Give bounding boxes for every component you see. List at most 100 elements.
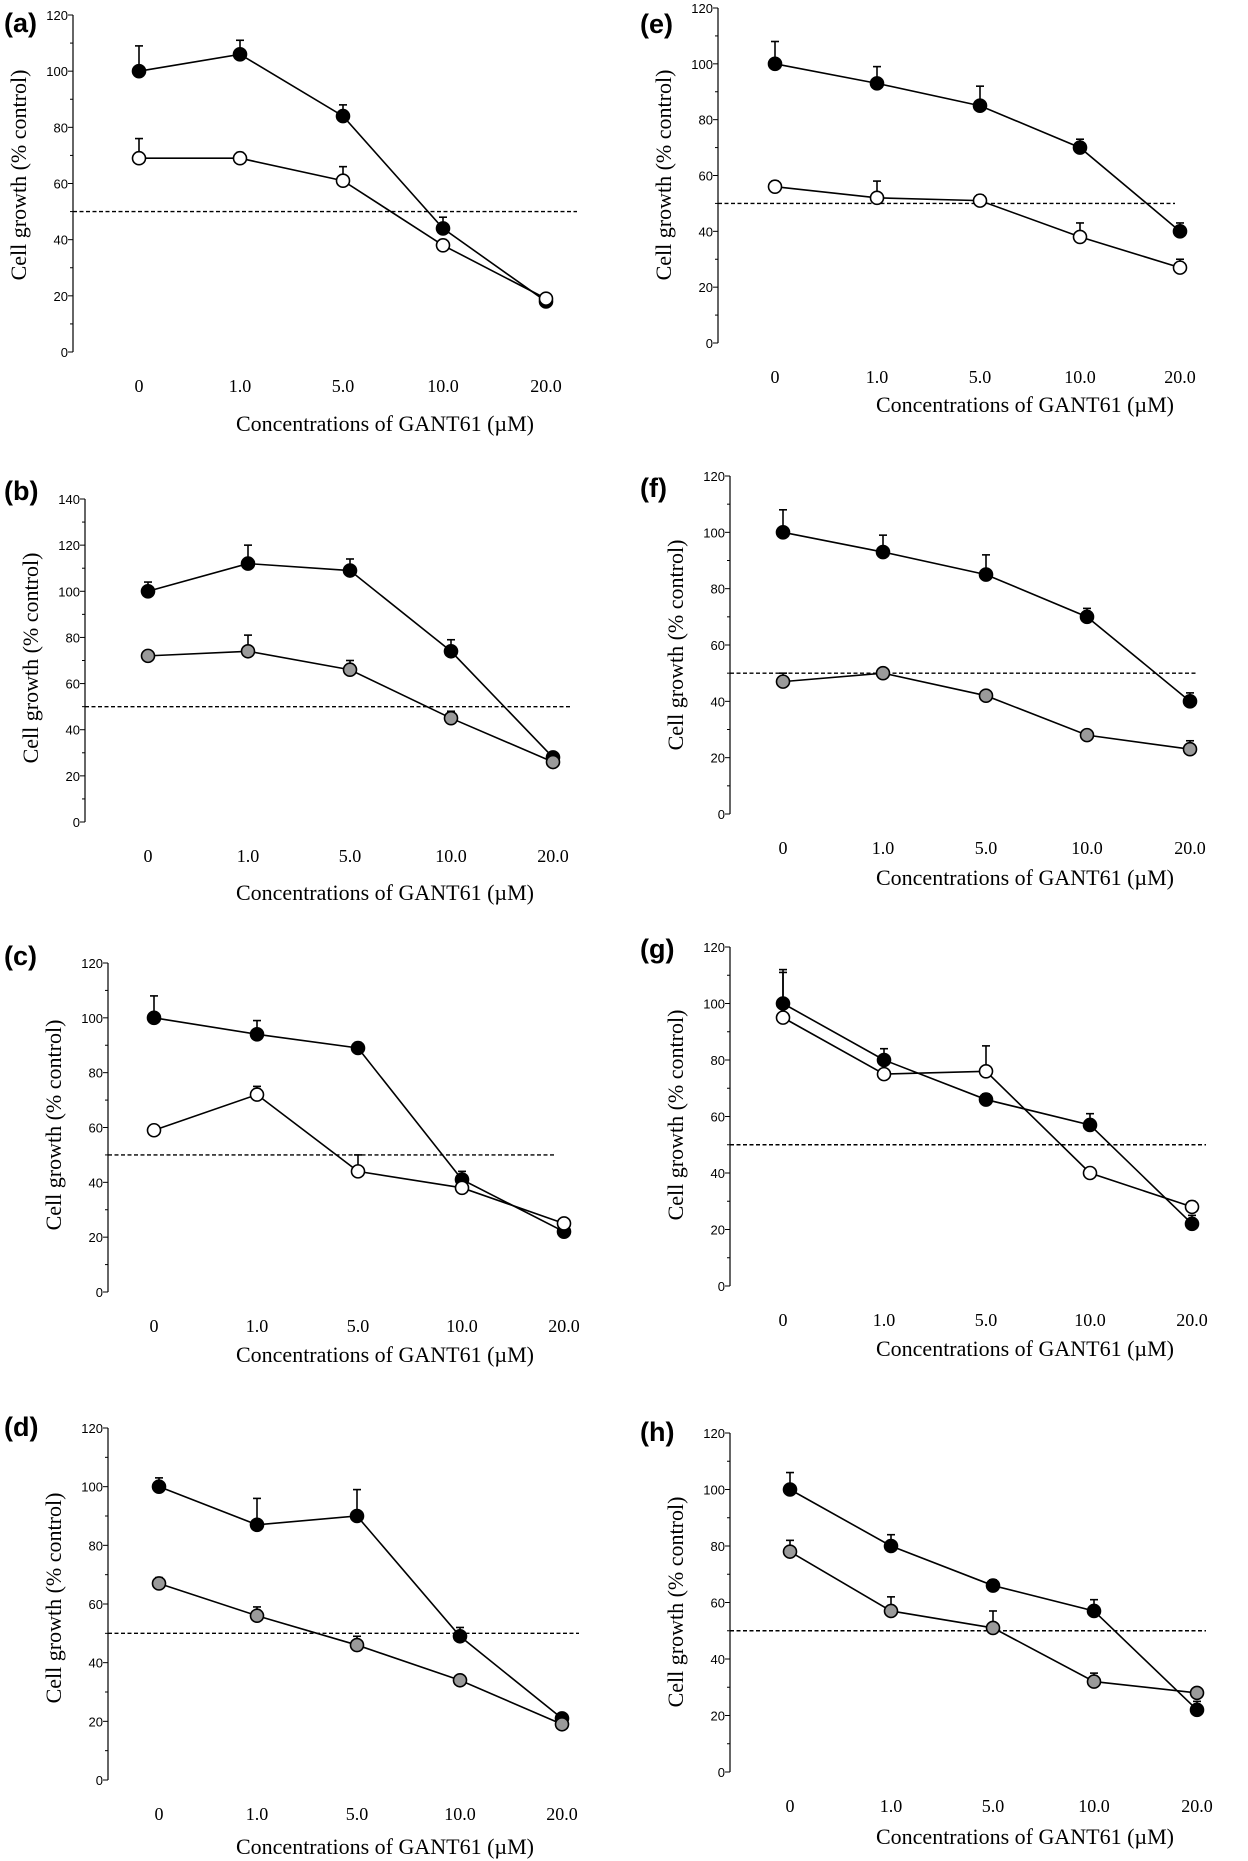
y-tick-label: 140 bbox=[58, 492, 80, 507]
x-tick-label: 5.0 bbox=[969, 367, 992, 387]
chart-panel-h: (h) 0 20 40 60 80 100 120 Cell growth (% control… bbox=[640, 1417, 1213, 1849]
panel-letter: (e) bbox=[640, 9, 673, 39]
series-filled-black bbox=[151, 1477, 570, 1726]
data-point bbox=[249, 1517, 265, 1533]
y-tick-label: 80 bbox=[711, 582, 725, 597]
chart-panel-c: (c) 0 20 40 60 80 100 120 Cell growth (% control… bbox=[4, 941, 580, 1367]
y-tick-label: 120 bbox=[691, 1, 713, 16]
x-axis-title: Concentrations of GANT61 (µM) bbox=[876, 1336, 1174, 1361]
x-tick-label: 5.0 bbox=[332, 376, 355, 396]
y-tick-label: 80 bbox=[89, 1066, 103, 1081]
data-point bbox=[342, 563, 358, 578]
data-point bbox=[452, 1628, 468, 1644]
series-line bbox=[153, 1093, 565, 1225]
y-tick-label: 0 bbox=[718, 1765, 725, 1780]
x-tick-label: 1.0 bbox=[246, 1316, 269, 1336]
data-point bbox=[249, 1026, 265, 1042]
x-tick-label: 20.0 bbox=[1174, 838, 1206, 858]
panel-letter: (d) bbox=[4, 1412, 38, 1442]
data-point bbox=[876, 1066, 892, 1082]
x-tick-label: 0 bbox=[771, 367, 780, 387]
series-open-white bbox=[146, 1085, 572, 1231]
chart-panel-b: (b) 0 20 40 60 80 100 120 140 Cell growth (% cont… bbox=[4, 476, 570, 905]
y-tick-label: 80 bbox=[89, 1538, 103, 1553]
x-tick-label: 20.0 bbox=[548, 1316, 580, 1336]
series-line bbox=[158, 1582, 563, 1726]
data-point bbox=[875, 665, 891, 681]
x-tick-label: 10.0 bbox=[1071, 838, 1103, 858]
data-point bbox=[443, 710, 459, 726]
data-point bbox=[767, 56, 783, 72]
data-point bbox=[972, 98, 988, 114]
data-point bbox=[972, 193, 988, 208]
x-tick-label: 5.0 bbox=[975, 838, 998, 858]
data-point bbox=[978, 567, 994, 582]
data-point bbox=[146, 1122, 162, 1138]
y-tick-label: 80 bbox=[54, 120, 68, 135]
y-tick-label: 60 bbox=[89, 1597, 103, 1612]
data-point bbox=[349, 1508, 365, 1524]
y-tick-label: 100 bbox=[703, 1483, 725, 1498]
x-tick-label: 5.0 bbox=[982, 1796, 1005, 1816]
x-tick-label: 1.0 bbox=[880, 1796, 903, 1816]
x-tick-label: 5.0 bbox=[339, 846, 362, 866]
data-point bbox=[1184, 1199, 1200, 1215]
series-filled-black bbox=[775, 968, 1200, 1232]
data-point bbox=[1082, 1117, 1098, 1133]
data-point bbox=[232, 150, 248, 166]
y-tick-label: 120 bbox=[58, 538, 80, 553]
data-point bbox=[335, 108, 351, 124]
series-filled-gray bbox=[151, 1576, 570, 1732]
series-open-white bbox=[131, 137, 554, 306]
y-axis-title: Cell growth (% control) bbox=[651, 70, 676, 281]
data-point bbox=[1079, 727, 1095, 743]
data-point bbox=[335, 173, 351, 188]
y-tick-label: 0 bbox=[61, 345, 68, 360]
data-point bbox=[1182, 694, 1198, 709]
y-tick-label: 100 bbox=[81, 1011, 103, 1026]
y-axis-title: Cell growth (% control) bbox=[41, 1020, 66, 1231]
y-tick-label: 120 bbox=[703, 469, 725, 484]
y-axis-title: Cell growth (% control) bbox=[6, 70, 31, 281]
y-tick-label: 40 bbox=[89, 1175, 103, 1190]
data-point bbox=[1189, 1702, 1205, 1718]
x-tick-label: 20.0 bbox=[1181, 1796, 1213, 1816]
data-point bbox=[443, 643, 459, 659]
y-tick-label: 120 bbox=[81, 1421, 103, 1436]
y-tick-label: 80 bbox=[711, 1053, 725, 1068]
data-point bbox=[140, 648, 156, 664]
data-point bbox=[350, 1164, 366, 1179]
x-axis-title: Concentrations of GANT61 (µM) bbox=[236, 1834, 534, 1859]
panel-letter: (b) bbox=[4, 476, 38, 506]
data-point bbox=[151, 1576, 167, 1591]
y-tick-label: 40 bbox=[711, 694, 725, 709]
y-tick-label: 100 bbox=[58, 584, 80, 599]
y-tick-label: 0 bbox=[718, 1279, 725, 1294]
y-tick-label: 120 bbox=[703, 940, 725, 955]
x-axis-title: Concentrations of GANT61 (µM) bbox=[236, 411, 534, 436]
x-tick-label: 20.0 bbox=[530, 376, 562, 396]
x-axis-title: Concentrations of GANT61 (µM) bbox=[876, 865, 1174, 890]
y-tick-label: 120 bbox=[703, 1426, 725, 1441]
data-point bbox=[883, 1538, 899, 1554]
x-tick-label: 1.0 bbox=[872, 838, 895, 858]
x-tick-label: 20.0 bbox=[1164, 367, 1196, 387]
data-point bbox=[875, 544, 891, 560]
x-tick-label: 0 bbox=[150, 1316, 159, 1336]
data-point bbox=[1086, 1603, 1102, 1619]
data-point bbox=[131, 150, 147, 166]
panel-letter: (c) bbox=[4, 941, 37, 971]
y-tick-label: 100 bbox=[691, 57, 713, 72]
y-tick-label: 20 bbox=[711, 1223, 725, 1238]
data-point bbox=[249, 1608, 265, 1624]
data-point bbox=[1086, 1674, 1102, 1689]
y-axis-title: Cell growth (% control) bbox=[18, 553, 43, 764]
x-tick-label: 1.0 bbox=[866, 367, 889, 387]
y-tick-label: 0 bbox=[718, 807, 725, 822]
data-point bbox=[342, 662, 358, 678]
data-point bbox=[1172, 260, 1188, 275]
y-tick-label: 120 bbox=[81, 956, 103, 971]
y-axis-title: Cell growth (% control) bbox=[663, 540, 688, 751]
y-tick-label: 80 bbox=[66, 630, 80, 645]
